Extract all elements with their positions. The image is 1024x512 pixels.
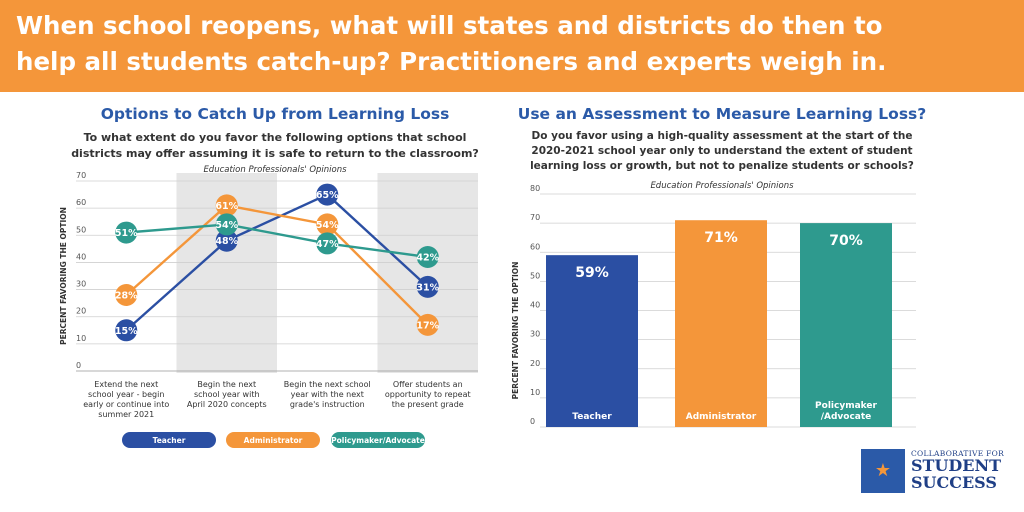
- data-point: [115, 221, 138, 244]
- header-banner: When school reopens, what will states an…: [0, 0, 1024, 92]
- data-label: 54%: [316, 220, 339, 231]
- data-point: [316, 213, 339, 236]
- x-category-label: early or continue into: [83, 400, 169, 409]
- data-label: 31%: [416, 282, 439, 293]
- data-label: 61%: [215, 201, 238, 212]
- data-point: [416, 246, 439, 268]
- y-tick-label: 20: [530, 359, 540, 368]
- y-axis-label: PERCENT FAVORING THE OPTION: [511, 262, 520, 400]
- data-label: 42%: [416, 253, 439, 264]
- bar-value-label: 59%: [575, 265, 609, 281]
- y-tick-label: 70: [76, 171, 86, 180]
- logo-line-1: COLLABORATIVE FOR: [911, 449, 1005, 458]
- data-point: [215, 213, 238, 236]
- y-tick-label: 60: [76, 198, 86, 207]
- x-category-label: Begin the next: [197, 380, 256, 389]
- data-point: [316, 232, 339, 255]
- star-icon: ★: [874, 460, 892, 481]
- legend-label: Policymaker/Advocate: [331, 436, 425, 445]
- data-point: [316, 183, 339, 206]
- data-point: [416, 313, 439, 336]
- legend-swatch: [331, 432, 425, 448]
- bar-chart-assessment: Use an Assessment to Measure Learning Lo…: [511, 105, 926, 428]
- x-category-label: the present grade: [392, 400, 464, 409]
- chart-subtitle-line: 2020-2021 school year only to understand…: [531, 145, 912, 157]
- category-band: [377, 173, 478, 373]
- x-category-label: April 2020 concepts: [187, 400, 267, 409]
- chart-title: Options to Catch Up from Learning Loss: [101, 105, 450, 123]
- legend-swatch: [226, 432, 320, 448]
- y-axis-label: PERCENT FAVORING THE OPTION: [59, 207, 68, 345]
- chart-subtitle-line: To what extent do you favor the followin…: [84, 131, 467, 144]
- data-point: [115, 284, 138, 306]
- legend-label: Teacher: [153, 436, 186, 445]
- x-category-label: year with the next: [291, 390, 364, 399]
- series-line-policymaker-advocate: [126, 223, 428, 259]
- y-tick-label: 40: [76, 252, 86, 261]
- bar-category-label: /Advocate: [821, 412, 872, 422]
- y-tick-label: 20: [76, 307, 86, 316]
- x-category-label: school year - begin: [88, 390, 164, 399]
- line-chart-catch-up-options: Options to Catch Up from Learning Loss To…: [59, 105, 479, 448]
- y-tick-label: 30: [530, 330, 540, 339]
- chart-note: Education Professionals' Opinions: [203, 165, 347, 175]
- logo-line-3: SUCCESS: [911, 473, 997, 492]
- x-category-label: opportunity to repeat: [385, 390, 471, 399]
- bar-value-label: 71%: [704, 230, 738, 246]
- y-tick-label: 40: [530, 301, 540, 310]
- y-tick-label: 0: [76, 361, 81, 370]
- bar: [675, 220, 767, 427]
- y-tick-label: 50: [76, 225, 86, 234]
- collaborative-logo: ★ COLLABORATIVE FOR STUDENT SUCCESS: [861, 449, 1011, 497]
- x-category-label: Offer students an: [393, 380, 463, 389]
- data-point: [215, 194, 238, 217]
- y-tick-label: 80: [530, 184, 540, 193]
- legend-swatch: [122, 432, 216, 448]
- series-line-teacher: [125, 193, 429, 332]
- header-title: When school reopens, what will states an…: [16, 8, 1016, 80]
- data-label: 15%: [115, 326, 138, 337]
- data-point: [416, 275, 439, 298]
- data-label: 54%: [215, 220, 238, 231]
- data-label: 28%: [115, 291, 138, 302]
- x-category-label: Extend the next: [94, 380, 158, 389]
- y-tick-label: 0: [530, 417, 535, 426]
- data-label: 17%: [416, 320, 439, 331]
- y-tick-label: 50: [530, 271, 540, 280]
- y-tick-label: 30: [76, 280, 86, 289]
- bar: [800, 223, 892, 427]
- y-tick-label: 10: [530, 388, 540, 397]
- data-point: [115, 319, 138, 342]
- header-line-2: help all students catch-up? Practitioner…: [16, 47, 887, 76]
- data-point: [215, 229, 238, 252]
- legend-label: Administrator: [244, 436, 303, 445]
- chart-subtitle-line: Do you favor using a high-quality assess…: [532, 130, 913, 142]
- data-label: 47%: [316, 239, 339, 250]
- header-line-1: When school reopens, what will states an…: [16, 11, 883, 40]
- bar: [546, 255, 638, 427]
- chart-subtitle-line: learning loss or growth, but not to pena…: [530, 160, 914, 172]
- data-label: 65%: [316, 190, 339, 201]
- bar-category-label: Teacher: [572, 412, 612, 422]
- logo-mark: ★: [861, 449, 905, 493]
- bar-value-label: 70%: [829, 233, 863, 249]
- y-tick-label: 10: [76, 334, 86, 343]
- data-label: 51%: [115, 228, 138, 239]
- y-tick-label: 60: [530, 242, 540, 251]
- data-label: 48%: [215, 236, 238, 247]
- logo-line-2: STUDENT: [911, 456, 1002, 475]
- chart-note: Education Professionals' Opinions: [650, 181, 794, 191]
- x-category-label: Begin the next school: [284, 380, 371, 389]
- x-category-label: grade's instruction: [290, 400, 365, 409]
- series-line-administrator: [125, 204, 429, 326]
- chart-subtitle-line: districts may offer assuming it is safe …: [71, 147, 479, 160]
- x-category-label: school year with: [194, 390, 260, 399]
- y-tick-label: 70: [530, 213, 540, 222]
- x-category-label: summer 2021: [98, 410, 154, 419]
- bar-category-label: Administrator: [686, 412, 757, 422]
- chart-title: Use an Assessment to Measure Learning Lo…: [518, 105, 926, 123]
- bar-category-label: Policymaker: [815, 401, 877, 411]
